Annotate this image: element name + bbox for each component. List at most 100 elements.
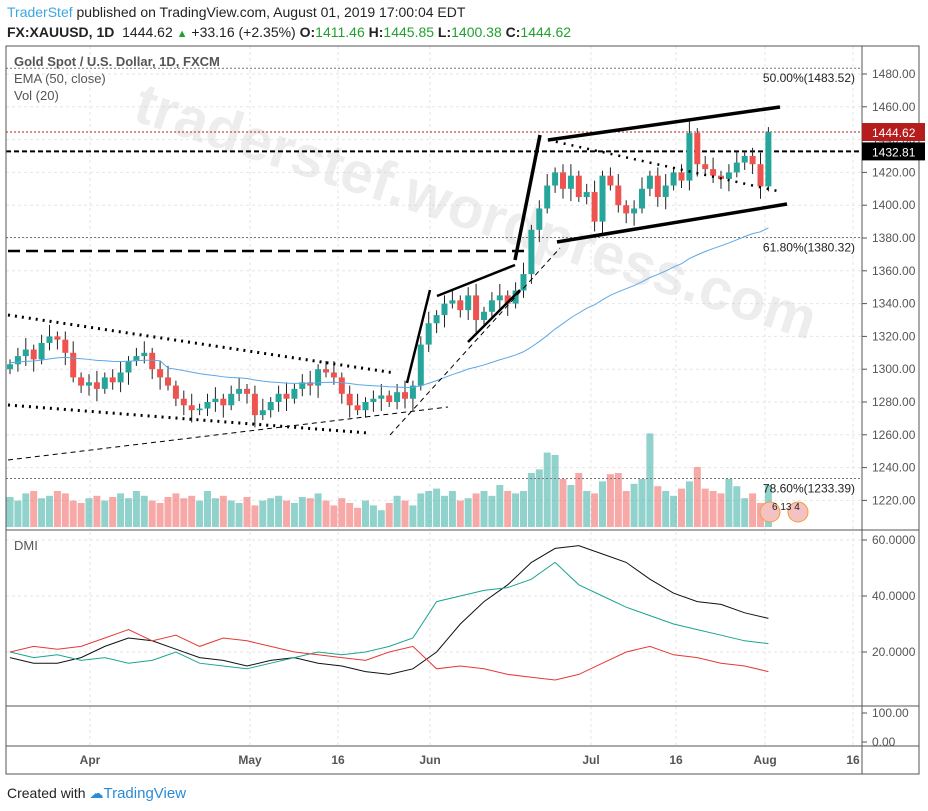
candle-body [481,311,487,320]
candle-body [78,377,85,386]
fib-label: 61.80%(1380.32) [763,240,855,254]
y-tick-label: 1300.00 [872,362,916,376]
candle-body [725,172,732,179]
candle [631,200,638,226]
candle [386,390,393,407]
publish-info: published on TradingView.com, August 01,… [76,4,466,20]
candle [228,385,235,411]
candle-body [662,185,669,197]
volume-bar [377,510,385,527]
symbol: FX:XAUUSD, 1D [7,24,115,40]
candle-body [109,377,116,383]
volume-bar [425,491,433,527]
candle-body [378,395,385,399]
volume-bar [646,433,654,527]
candle [378,383,385,412]
candle-body [220,398,227,406]
candle-body [315,369,322,386]
candle-body [757,164,764,187]
volume-bar [551,455,559,527]
candle-body [441,303,448,316]
candle [607,167,614,191]
candle [678,164,685,188]
dmi-tick-label: 60.0000 [872,533,916,547]
candle [670,167,677,191]
candle-body [607,175,614,186]
candle-body [259,410,266,416]
dmi-tick-label: 20.0000 [872,645,916,659]
candle [599,170,606,234]
candle [157,361,164,390]
x-tick-label: 16 [669,753,683,767]
candle [741,151,748,170]
volume-bar [346,503,354,527]
dmi-legend[interactable]: DMI [14,538,38,553]
ema-legend[interactable]: EMA (50, close) [14,71,106,86]
candle [323,361,329,378]
volume-bar [227,500,235,527]
volume-bar [243,497,251,527]
candle-body [204,402,211,409]
candle-body [354,405,361,411]
candle-body [196,408,203,411]
volume-bar [512,493,520,527]
candle [536,200,543,243]
candle [267,397,274,418]
candle-body [307,382,314,386]
candle-body [157,369,164,378]
candle-body [741,156,748,163]
x-tick-label: Jul [582,753,599,767]
author-link[interactable]: TraderStef [7,4,73,20]
candle-body [62,339,69,353]
volume-bar [125,498,132,527]
candle [172,380,179,407]
candle [591,180,598,232]
candle-body [180,398,187,406]
candle [7,359,13,375]
volume-bar [156,503,164,527]
candle [362,397,369,418]
candle [283,382,290,412]
candle-body [275,393,282,402]
dmi-plusdi-line [9,561,769,670]
tradingview-brand[interactable]: TradingView [103,785,187,802]
candle [417,336,424,391]
candle [259,398,266,421]
drawings[interactable] [7,105,788,461]
volume-bar [164,497,172,527]
candle-body [54,336,61,340]
candle [196,403,203,416]
candle-body [70,352,77,378]
events-icon[interactable]: 6 13 4 [759,501,809,523]
volume-bar [480,491,488,527]
volume-bar [433,488,441,527]
price-label: 1444.62 [872,126,916,140]
candle-body [362,402,369,411]
x-tick-label: 16 [846,753,860,767]
candle-body [749,156,756,165]
candle-body [457,300,464,311]
y-tick-label: 1320.00 [872,329,916,343]
candle-body [552,172,559,186]
last-price: 1444.62 [122,24,173,40]
candle-body [101,377,108,389]
volume-bar [401,500,409,527]
candle-body [394,392,401,402]
volume-bar [409,505,417,527]
candle [109,369,116,390]
candle [733,151,740,178]
third-pane-frame [5,705,920,747]
candle-body [330,372,337,378]
volume-bar [267,498,275,527]
volume-bar [338,498,346,527]
volume-bar [109,497,117,527]
candle-body [30,349,37,360]
volume-bar [38,498,46,527]
y-tick-label: 1340.00 [872,297,916,311]
dmi-adx-line [9,545,769,675]
volume-bar [180,498,188,527]
candle [70,341,77,383]
vol-legend[interactable]: Vol (20) [14,88,59,103]
candle [354,393,361,416]
